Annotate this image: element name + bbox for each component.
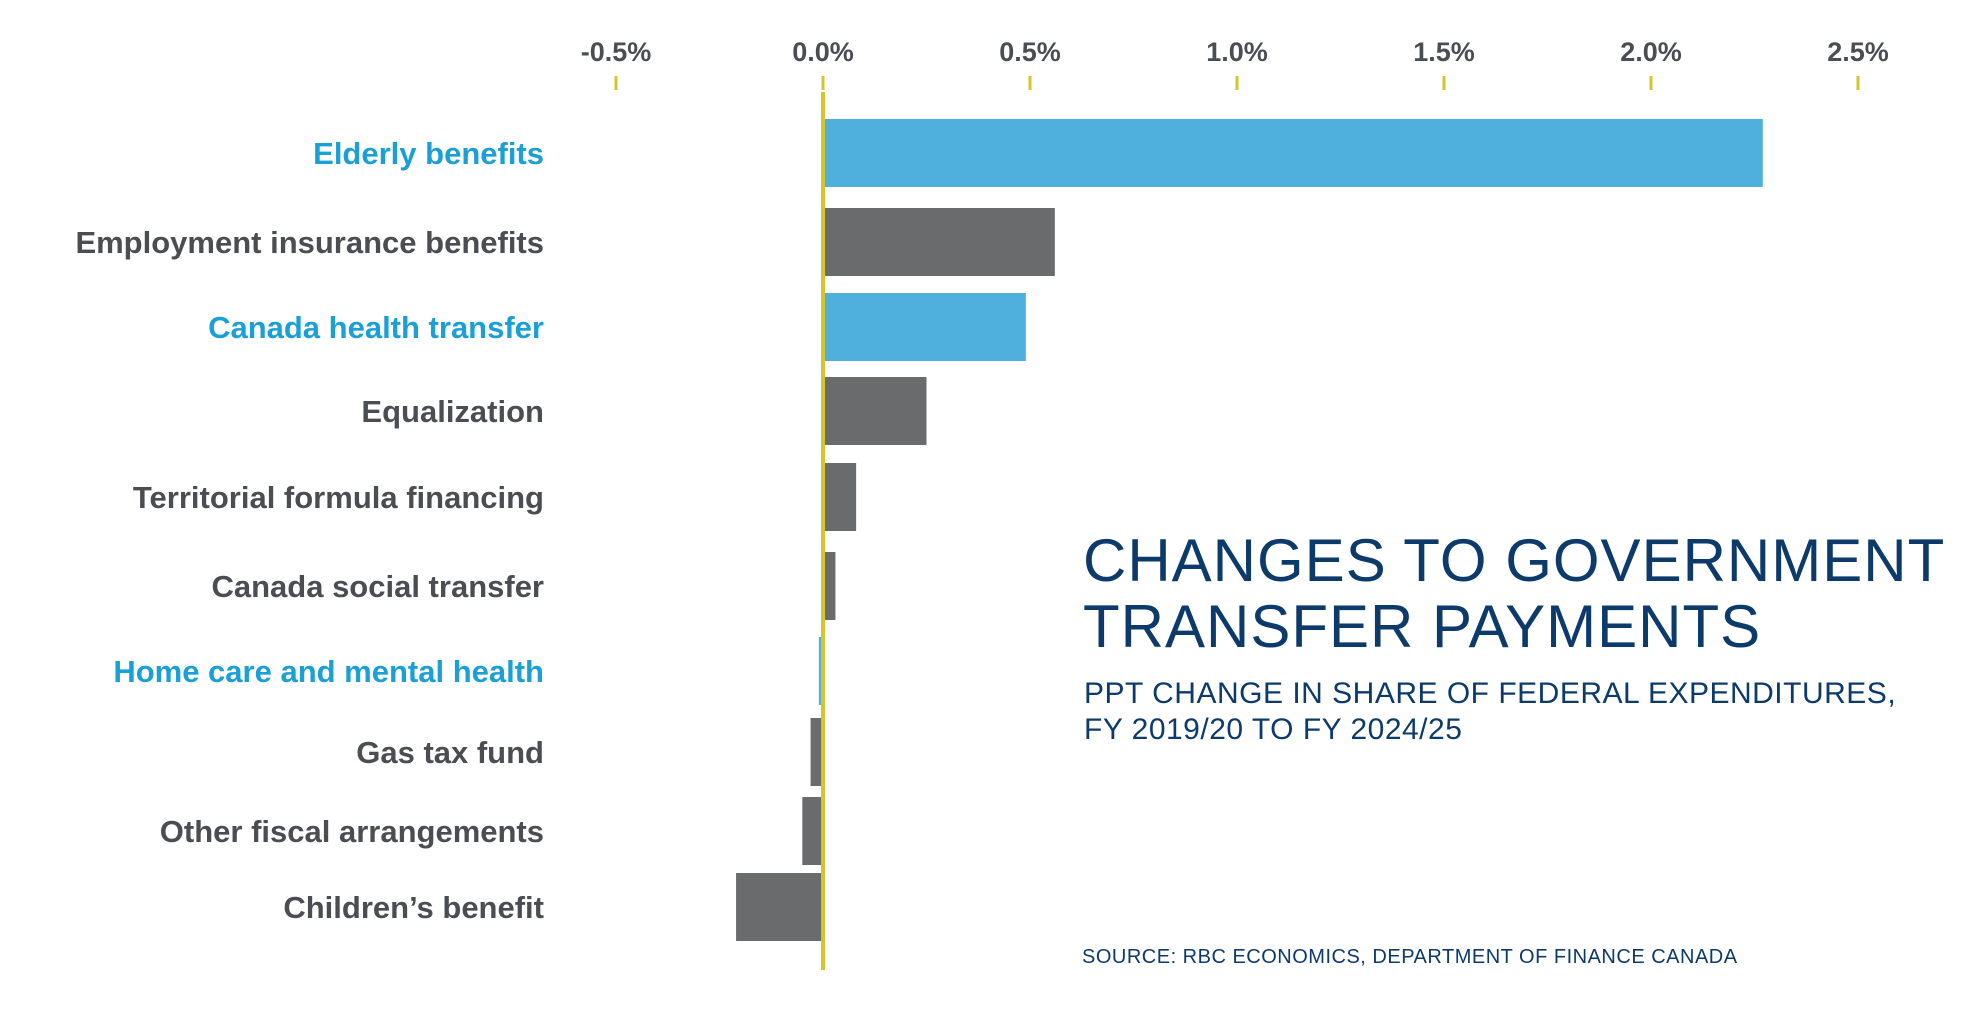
x-tick-label: 2.0% — [1620, 37, 1682, 67]
bar — [823, 463, 857, 531]
category-label: Gas tax fund — [356, 735, 544, 770]
bar — [736, 873, 823, 941]
category-label: Elderly benefits — [313, 136, 544, 171]
category-label: Territorial formula financing — [133, 480, 544, 515]
subtitle-line-2: FY 2019/20 TO FY 2024/25 — [1084, 713, 1463, 746]
bar — [823, 208, 1055, 276]
subtitle-line-1: PPT CHANGE IN SHARE OF FEDERAL EXPENDITU… — [1084, 677, 1897, 710]
chart-title: CHANGES TO GOVERNMENT TRANSFER PAYMENTS — [1083, 527, 1945, 660]
category-label: Canada health transfer — [208, 310, 544, 345]
bar — [823, 293, 1026, 361]
bar — [810, 718, 823, 786]
bar — [823, 119, 1763, 187]
x-tick-label: -0.5% — [581, 37, 652, 67]
x-tick-label: 2.5% — [1827, 37, 1889, 67]
chart-subtitle: PPT CHANGE IN SHARE OF FEDERAL EXPENDITU… — [1084, 676, 1896, 748]
x-tick-label: 1.5% — [1413, 37, 1475, 67]
x-tick-label: 0.5% — [999, 37, 1061, 67]
bar — [818, 637, 823, 705]
category-label: Other fiscal arrangements — [160, 814, 544, 849]
x-tick-label: 1.0% — [1206, 37, 1268, 67]
bar — [823, 377, 927, 445]
bar — [802, 797, 823, 865]
category-label: Children’s benefit — [283, 890, 544, 925]
category-label: Employment insurance benefits — [75, 225, 544, 260]
category-label: Equalization — [361, 394, 544, 429]
x-tick-label: 0.0% — [792, 37, 854, 67]
category-label: Home care and mental health — [113, 654, 544, 689]
category-label: Canada social transfer — [211, 569, 544, 604]
bar — [823, 552, 836, 620]
chart-source: SOURCE: RBC ECONOMICS, DEPARTMENT OF FIN… — [1082, 946, 1738, 968]
